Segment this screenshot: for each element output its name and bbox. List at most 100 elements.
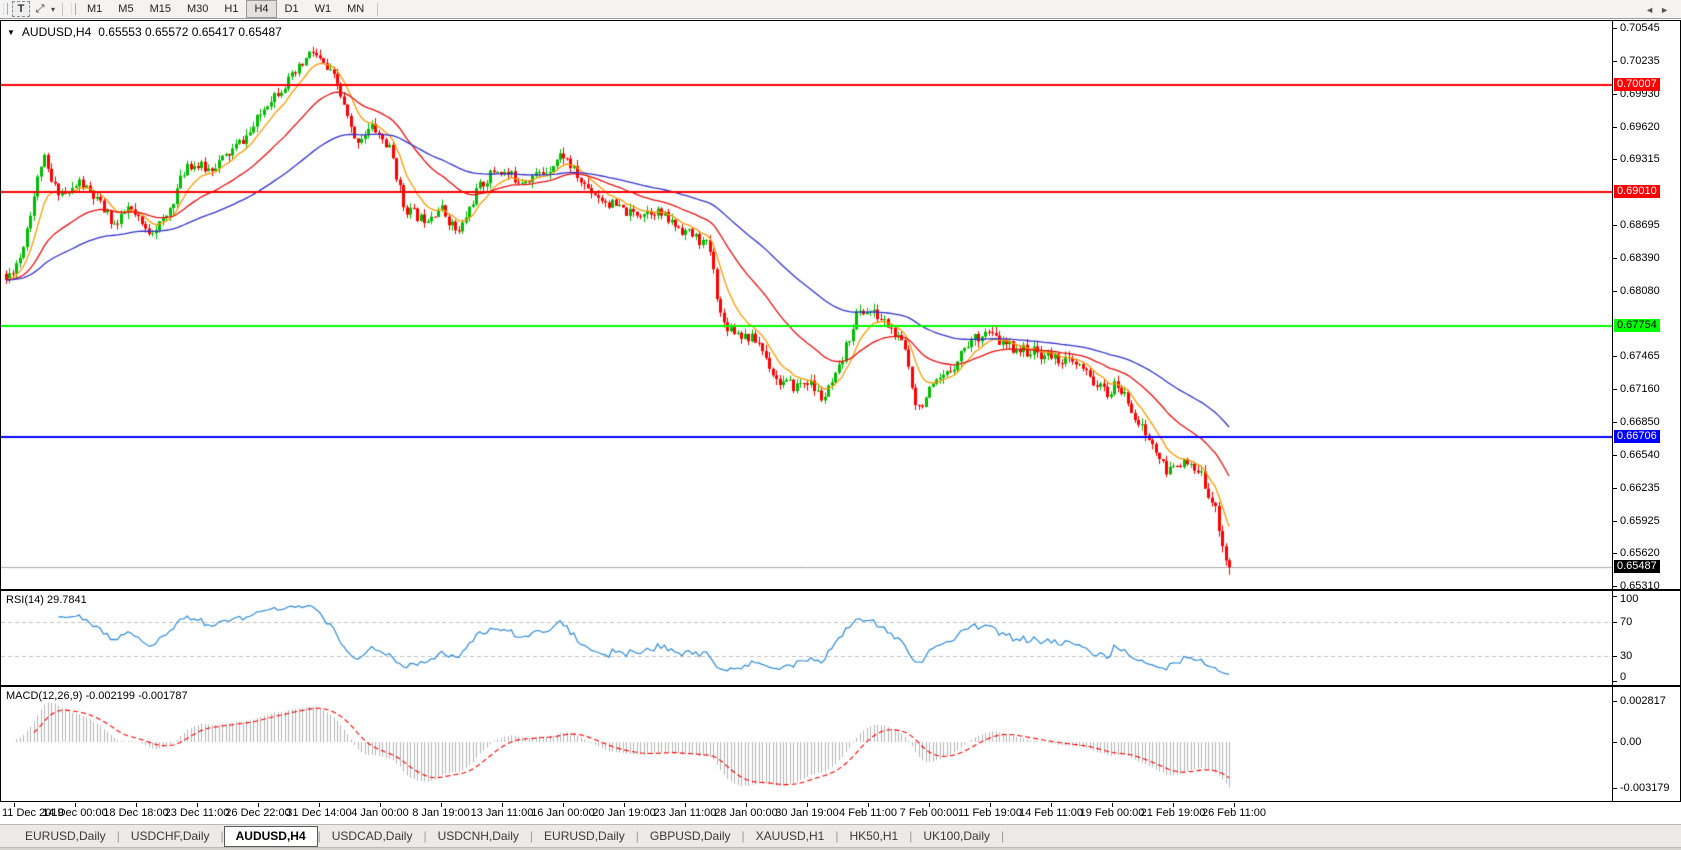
macd-axis[interactable]: 0.002817 0.00 -0.003179: [1612, 687, 1680, 801]
rsi-tick-mark: [1613, 596, 1617, 597]
macd-label: MACD(12,26,9) -0.002199 -0.001787: [6, 690, 188, 702]
timeframe-button-h1[interactable]: H1: [224, 3, 239, 15]
timeframe-button-h4[interactable]: H4: [246, 0, 277, 18]
rsi-tick-label: 70: [1620, 616, 1633, 628]
timeframe-button-w1[interactable]: W1: [314, 3, 332, 15]
chart-tab-uk100-daily[interactable]: UK100,Daily: [923, 828, 991, 843]
time-tick-mark: [441, 803, 442, 807]
rsi-label: RSI(14) 29.7841: [6, 594, 87, 606]
timeframe-button-m30[interactable]: M30: [186, 3, 209, 15]
macd-tick-label: 0.00: [1620, 736, 1642, 748]
chart-tab-gbpusd-daily[interactable]: GBPUSD,Daily: [649, 828, 731, 843]
tab-separator: |: [423, 829, 427, 843]
timeframe-button-m1[interactable]: M1: [87, 3, 103, 15]
timeframe-button-d1[interactable]: D1: [284, 3, 299, 15]
price-tick-mark: [1613, 127, 1617, 128]
price-tick-label: 0.66235: [1620, 482, 1660, 494]
rsi-tick-mark: [1613, 681, 1617, 682]
time-tick-mark: [380, 803, 381, 807]
time-tick-mark: [258, 803, 259, 807]
time-tick-mark: [624, 803, 625, 807]
level-price-badge: 0.67754: [1614, 319, 1660, 332]
rsi-tick-mark: [1613, 622, 1617, 623]
time-tick-mark: [685, 803, 686, 807]
price-tick-label: 0.70235: [1620, 55, 1660, 67]
time-label: 8 Jan 19:00: [412, 807, 470, 819]
time-axis[interactable]: 11 Dec 2019 14 Dec 00:00 18 Dec 18:00 23 De…: [0, 803, 1681, 823]
time-tick-mark: [319, 803, 320, 807]
time-label: 20 Jan 19:00: [592, 807, 656, 819]
chart-tab-usdcad-daily[interactable]: USDCAD,Daily: [331, 828, 413, 843]
price-tick-label: 0.67465: [1620, 350, 1660, 362]
chart-tab-audusd-h4[interactable]: AUDUSD,H4: [223, 825, 318, 847]
chart-symbol-period: AUDUSD,H4: [21, 25, 92, 39]
chart-tab-usdcnh-daily[interactable]: USDCNH,Daily: [437, 828, 519, 843]
time-label: 26 Dec 22:00: [225, 807, 291, 819]
chart-tab-usdchf-daily[interactable]: USDCHF,Daily: [130, 828, 210, 843]
price-tick-label: 0.65310: [1620, 580, 1660, 592]
tab-separator: |: [635, 829, 639, 843]
tab-separator: |: [220, 829, 224, 843]
time-tick-mark: [807, 803, 808, 807]
price-tick-label: 0.68390: [1620, 252, 1660, 264]
text-label-tool-button[interactable]: T: [12, 1, 30, 17]
chart-tab-eurusd-daily[interactable]: EURUSD,Daily: [25, 828, 106, 843]
price-tick-mark: [1613, 159, 1617, 160]
rsi-axis[interactable]: 100 70 30 0: [1612, 591, 1680, 685]
time-tick-mark: [868, 803, 869, 807]
chart-tab-eurusd-daily[interactable]: EURUSD,Daily: [544, 828, 625, 843]
macd-tick-label: 0.002817: [1620, 695, 1666, 707]
toolbar-separator: [377, 2, 379, 16]
price-axis[interactable]: 0.70545 0.70235 0.69930 0.69620 0.69315 0.686…: [1612, 21, 1680, 592]
cursor-tool-icon[interactable]: ⤢: [35, 2, 45, 15]
tab-separator: |: [741, 829, 745, 843]
price-tick-mark: [1613, 61, 1617, 62]
price-tick-label: 0.67160: [1620, 383, 1660, 395]
chevron-down-icon[interactable]: ▾: [51, 4, 56, 14]
time-label: 14 Dec 00:00: [42, 807, 108, 819]
price-tick-label: 0.66850: [1620, 416, 1660, 428]
time-tick-mark: [746, 803, 747, 807]
tab-scroll-left-icon[interactable]: ◄: [1645, 5, 1661, 15]
main-chart-panel: ▼ AUDUSD,H4 0.65553 0.65572 0.65417 0.65…: [0, 20, 1681, 592]
time-label: 11 Dec 2019: [2, 807, 64, 819]
toolbar-grip[interactable]: [3, 3, 8, 15]
time-label: 26 Feb 11:00: [1201, 807, 1267, 819]
price-tick-mark: [1613, 521, 1617, 522]
symbol-dropdown-icon[interactable]: ▼: [7, 27, 15, 37]
timeframe-button-mn[interactable]: MN: [347, 3, 365, 15]
chart-tab-xauusd-h1[interactable]: XAUUSD,H1: [755, 828, 825, 843]
chart-title: ▼ AUDUSD,H4 0.65553 0.65572 0.65417 0.65…: [7, 25, 282, 39]
price-tick-label: 0.65925: [1620, 515, 1660, 527]
timeframe-button-m5[interactable]: M5: [118, 3, 134, 15]
rsi-canvas[interactable]: [1, 591, 1612, 683]
time-label: 28 Jan 00:00: [714, 807, 778, 819]
tab-separator: |: [317, 829, 321, 843]
chart-tab-hk50-h1[interactable]: HK50,H1: [849, 828, 899, 843]
toolbar-separator: [62, 2, 64, 16]
time-label: 13 Jan 11:00: [470, 807, 534, 819]
time-tick-mark: [1234, 803, 1235, 807]
price-tick-label: 0.69315: [1620, 153, 1660, 165]
tab-scroll-right-icon[interactable]: ►: [1660, 5, 1675, 15]
time-tick-mark: [563, 803, 564, 807]
main-chart-canvas[interactable]: [1, 21, 1612, 587]
tab-separator: |: [529, 829, 534, 843]
tab-separator: |: [909, 829, 913, 843]
tab-separator: |: [835, 829, 839, 843]
time-label: 21 Feb 19:00: [1140, 807, 1206, 819]
price-tick-mark: [1613, 455, 1617, 456]
time-tick-mark: [14, 803, 15, 807]
macd-canvas[interactable]: [1, 687, 1612, 799]
price-tick-mark: [1613, 389, 1617, 390]
level-price-badge: 0.70007: [1614, 78, 1660, 91]
timeframe-buttons-group: M1 M5 M15 M30 H1 H4 D1 W1 MN: [79, 0, 372, 18]
price-tick-label: 0.68080: [1620, 285, 1660, 297]
time-tick-mark: [75, 803, 76, 807]
price-tick-label: 0.69930: [1620, 88, 1660, 100]
time-label: 23 Jan 11:00: [653, 807, 717, 819]
toolbar-grip[interactable]: [71, 3, 77, 15]
current-price-badge: 0.65487: [1614, 560, 1660, 573]
time-tick-mark: [990, 803, 991, 807]
timeframe-button-m15[interactable]: M15: [149, 3, 171, 15]
